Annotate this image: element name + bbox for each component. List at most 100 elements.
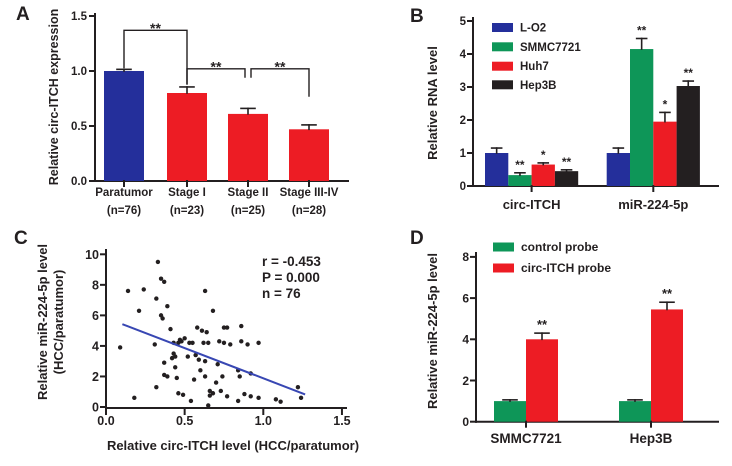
- scatter-point: [206, 403, 211, 408]
- bar: [554, 171, 579, 186]
- panel-b-label: B: [410, 6, 424, 27]
- scatter-point: [256, 340, 261, 346]
- scatter-point: [198, 368, 203, 373]
- category-label: Stage III-IV: [280, 187, 339, 199]
- legend-label: SMMC7721: [520, 42, 581, 54]
- category-sublabel: (n=23): [170, 205, 204, 217]
- significance-mark: *: [663, 97, 668, 111]
- scatter-point: [193, 352, 198, 358]
- scatter-point: [206, 340, 211, 346]
- y-tick-label: 4: [460, 49, 467, 61]
- scatter-point: [239, 323, 244, 329]
- scatter-point: [168, 326, 173, 332]
- scatter-point: [160, 316, 165, 321]
- panel-d-chart: 0 2 4 6 8 ** SMMC7721 ** Hep3B control probe circ-…: [425, 240, 719, 446]
- y-tick-label: 0: [92, 401, 99, 415]
- bar: [167, 93, 207, 181]
- scatter-point: [217, 339, 222, 344]
- panel-c-label: C: [14, 228, 28, 249]
- category-label: Paratumor: [95, 187, 153, 199]
- y-tick-label: 5: [460, 16, 467, 28]
- y-tick-label: 2: [460, 115, 466, 127]
- scatter-point: [152, 342, 157, 347]
- y-tick-label: 10: [85, 248, 99, 262]
- scatter-point: [154, 384, 159, 390]
- scatter-point: [202, 358, 208, 364]
- scatter-point: [162, 360, 167, 365]
- x-tick-label: 0.0: [97, 414, 114, 428]
- scatter-point: [199, 328, 205, 333]
- scatter-point: [298, 395, 304, 401]
- scatter-point: [204, 329, 209, 335]
- scatter-point: [162, 279, 167, 284]
- significance-bracket: [123, 29, 188, 85]
- scatter-point: [210, 391, 216, 396]
- category-sublabel: (n=28): [292, 205, 326, 217]
- y-tick-label: 0.0: [71, 176, 87, 188]
- y-tick-label: 0: [462, 415, 469, 429]
- bar: [508, 175, 532, 186]
- y-axis-title: Relative miR-224-5p level: [35, 244, 50, 400]
- bar: [606, 153, 630, 186]
- scatter-point: [165, 304, 170, 309]
- scatter-point: [190, 340, 195, 346]
- significance-mark: **: [684, 66, 694, 80]
- y-tick-label: 4: [92, 339, 99, 353]
- x-axis-title: Relative circ-ITCH level (HCC/paratumor): [107, 438, 359, 453]
- y-axis-title: Relative circ-ITCH expression: [47, 9, 61, 185]
- scatter-point: [117, 345, 123, 350]
- significance-mark: **: [275, 58, 286, 74]
- category-label: Stage I: [168, 187, 206, 199]
- y-tick-label: 1.0: [71, 66, 87, 78]
- scatter-point: [221, 340, 227, 346]
- x-tick-label: 1.5: [333, 414, 350, 428]
- legend-swatch: [493, 263, 514, 273]
- bar: [485, 153, 509, 186]
- scatter-point: [154, 296, 159, 301]
- scatter-point: [242, 391, 247, 397]
- scatter-point: [278, 399, 283, 404]
- significance-mark: **: [211, 58, 222, 74]
- scatter-point: [136, 308, 142, 313]
- scatter-point: [202, 374, 208, 379]
- y-tick-label: 3: [460, 82, 466, 94]
- scatter-point: [220, 374, 225, 379]
- scatter-point: [188, 398, 194, 404]
- legend-swatch: [492, 80, 513, 90]
- scatter-point: [256, 395, 261, 401]
- legend-label: Hep3B: [520, 80, 556, 92]
- bar: [676, 86, 700, 186]
- scatter-point: [218, 388, 224, 394]
- scatter-point: [207, 393, 213, 398]
- scatter-point: [221, 325, 227, 330]
- panel-a-chart: 0.0 0.5 1.0 1.5 Paratumor (n=76) Stage I (n=23)…: [47, 9, 349, 217]
- bar: [104, 71, 144, 181]
- scatter-point: [201, 340, 206, 346]
- y-tick-label: 8: [462, 250, 469, 264]
- scatter-point: [191, 377, 197, 382]
- bar: [531, 164, 555, 186]
- scatter-point: [245, 342, 250, 347]
- scatter-point: [187, 340, 192, 346]
- scatter-point: [273, 397, 279, 402]
- y-tick-label: 0.5: [71, 121, 88, 133]
- scatter-point: [228, 342, 233, 347]
- panel-a-label: A: [16, 4, 30, 25]
- scatter-point: [224, 394, 230, 399]
- scatter-point: [213, 380, 219, 385]
- stats-annotation: P = 0.000: [262, 270, 320, 285]
- significance-mark: **: [562, 155, 572, 169]
- legend-label: Huh7: [520, 61, 549, 73]
- stats-annotation: r = -0.453: [262, 254, 321, 269]
- scatter-point: [141, 287, 146, 292]
- panel-d-label: D: [410, 228, 424, 249]
- significance-bracket: [250, 68, 310, 97]
- y-axis-title-line2: (HCC/paratumor): [51, 270, 66, 375]
- y-tick-label: 2: [92, 370, 99, 384]
- bar: [494, 401, 526, 422]
- significance-mark: **: [662, 286, 673, 301]
- scatter-point: [295, 384, 301, 390]
